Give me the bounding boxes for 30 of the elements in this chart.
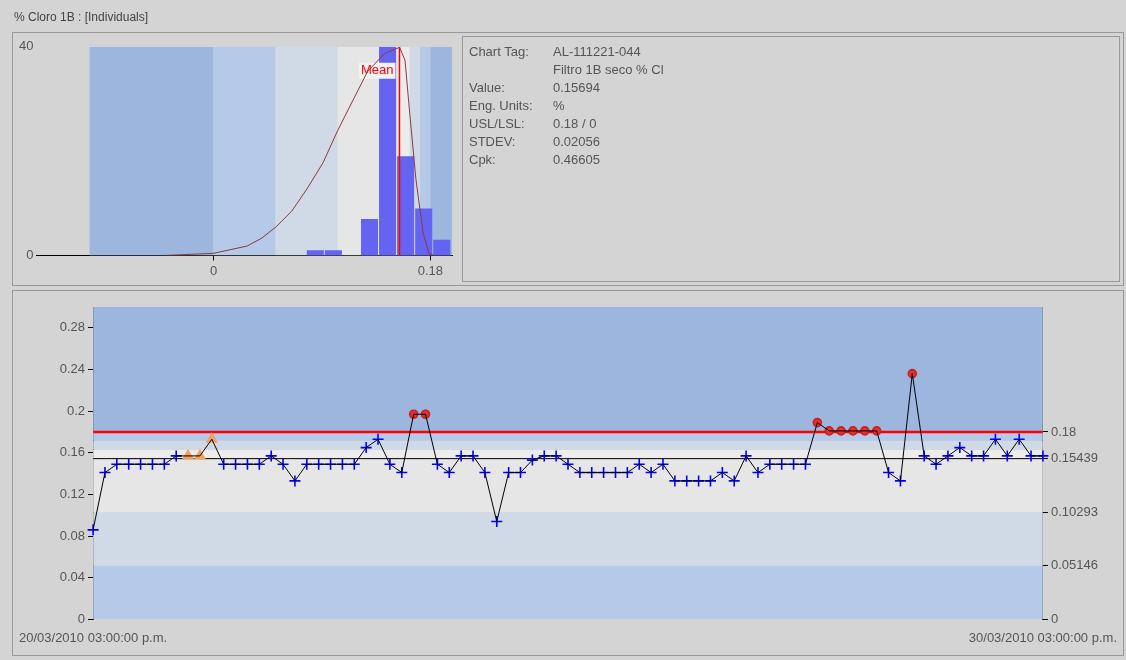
text: 0.02056 xyxy=(553,133,601,151)
y-tick-label: 0.08 xyxy=(59,527,86,543)
text: 0.46605 xyxy=(553,151,601,169)
ref-line-label: Mean xyxy=(360,62,394,78)
text: STDEV: xyxy=(469,133,517,151)
y-tick-label: 0.16 xyxy=(59,444,86,460)
y2-tick-label: 0.10293 xyxy=(1050,503,1098,519)
y2-tick-label: 0 xyxy=(1050,610,1059,626)
y2-tick-label: 0.15439 xyxy=(1050,450,1098,466)
y-tick-label: 0.24 xyxy=(59,361,86,377)
text: USL/LSL: xyxy=(469,115,526,133)
text: % xyxy=(553,97,566,115)
y-tick-label: 0.04 xyxy=(59,569,86,585)
y2-tick-label: 0.18 xyxy=(1050,423,1077,439)
y-tick-label: 0.28 xyxy=(59,319,86,335)
text: AL-111221-044 Filtro 1B seco % Cl xyxy=(553,43,665,79)
x-tick-label: 20/03/2010 03:00:00 p.m. xyxy=(18,629,168,645)
y-tick-label: 0.12 xyxy=(59,486,86,502)
y-tick-label: 0 xyxy=(77,610,86,626)
text: Chart Tag: xyxy=(469,43,530,61)
chart-title: % Cloro 1B : [Individuals] xyxy=(14,10,149,24)
y-tick-label: 0.2 xyxy=(67,402,86,418)
x-tick-label: 30/03/2010 03:00:00 p.m. xyxy=(968,629,1118,645)
y-tick-label: 40 xyxy=(18,38,34,54)
text: Eng. Units: xyxy=(469,97,534,115)
text: 0.15694 xyxy=(553,79,601,97)
text: Value: xyxy=(469,79,506,97)
y2-tick-label: 0.05146 xyxy=(1050,557,1098,573)
text: 0.18 / 0 xyxy=(553,115,598,133)
text: Cpk: xyxy=(469,151,497,169)
